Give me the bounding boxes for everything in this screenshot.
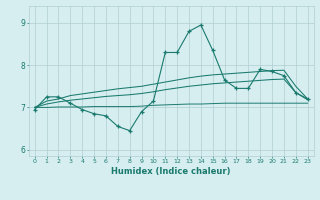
X-axis label: Humidex (Indice chaleur): Humidex (Indice chaleur) bbox=[111, 167, 231, 176]
